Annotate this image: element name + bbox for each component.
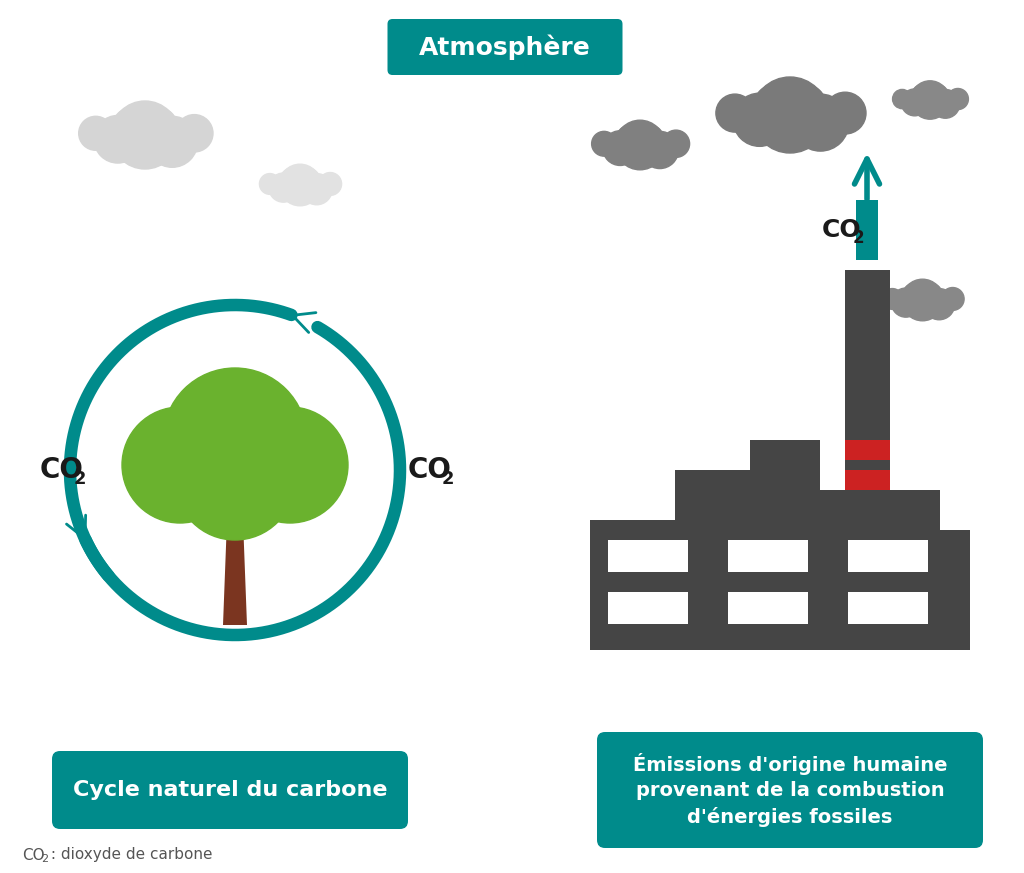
Circle shape	[603, 131, 638, 166]
Bar	[848, 540, 928, 572]
Circle shape	[891, 288, 921, 317]
Circle shape	[910, 81, 949, 120]
Circle shape	[175, 114, 213, 152]
Bar	[608, 592, 688, 624]
Circle shape	[140, 107, 177, 145]
Bar	[856, 200, 878, 260]
Circle shape	[792, 94, 849, 151]
Circle shape	[784, 85, 826, 127]
Circle shape	[301, 174, 332, 205]
Bar	[728, 592, 808, 624]
Circle shape	[297, 168, 319, 191]
Circle shape	[232, 407, 348, 523]
Text: 2: 2	[41, 854, 48, 864]
Circle shape	[113, 107, 151, 145]
Circle shape	[663, 130, 689, 157]
Text: 2: 2	[853, 229, 864, 247]
Circle shape	[163, 368, 307, 512]
Circle shape	[175, 420, 295, 540]
Text: Émissions d'origine humaine
provenant de la combustion
d'énergies fossiles: Émissions d'origine humaine provenant de…	[633, 753, 947, 828]
Circle shape	[927, 85, 948, 106]
Circle shape	[824, 93, 866, 134]
Circle shape	[733, 93, 786, 147]
Circle shape	[752, 77, 828, 153]
Circle shape	[636, 125, 664, 153]
Circle shape	[94, 115, 141, 163]
Circle shape	[268, 173, 298, 203]
FancyBboxPatch shape	[52, 751, 408, 829]
Circle shape	[79, 116, 113, 150]
Text: Atmosphère: Atmosphère	[419, 34, 591, 59]
Circle shape	[931, 89, 959, 118]
Circle shape	[920, 284, 942, 306]
Circle shape	[882, 289, 903, 309]
Bar	[848, 592, 928, 624]
Circle shape	[893, 89, 911, 108]
FancyBboxPatch shape	[597, 732, 983, 848]
Circle shape	[111, 101, 179, 169]
Text: CO: CO	[22, 848, 45, 863]
Circle shape	[901, 89, 928, 116]
Text: 2: 2	[74, 470, 86, 488]
Text: 2: 2	[442, 470, 455, 488]
Circle shape	[903, 284, 926, 306]
Circle shape	[281, 168, 303, 191]
Text: CO: CO	[408, 456, 452, 484]
Circle shape	[924, 289, 954, 320]
Bar	[845, 440, 890, 460]
Bar	[608, 540, 688, 572]
Text: : dioxyde de carbone: : dioxyde de carbone	[46, 848, 213, 863]
Circle shape	[911, 85, 933, 106]
Bar	[845, 270, 890, 530]
Circle shape	[641, 131, 679, 168]
Circle shape	[947, 88, 969, 110]
Circle shape	[902, 279, 943, 320]
Bar	[728, 540, 808, 572]
Circle shape	[122, 407, 238, 523]
Text: CO: CO	[822, 218, 861, 242]
Circle shape	[146, 116, 198, 168]
Circle shape	[616, 125, 644, 153]
Bar	[845, 470, 890, 490]
Polygon shape	[223, 520, 247, 625]
Text: CO: CO	[40, 456, 84, 484]
Circle shape	[716, 94, 754, 132]
Circle shape	[592, 131, 616, 156]
Circle shape	[259, 174, 281, 195]
Circle shape	[280, 164, 321, 206]
Polygon shape	[590, 440, 970, 650]
Circle shape	[615, 120, 665, 170]
Text: Cycle naturel du carbone: Cycle naturel du carbone	[73, 780, 387, 800]
Circle shape	[754, 85, 796, 127]
Circle shape	[318, 173, 342, 196]
FancyBboxPatch shape	[387, 19, 623, 75]
Circle shape	[941, 287, 965, 311]
